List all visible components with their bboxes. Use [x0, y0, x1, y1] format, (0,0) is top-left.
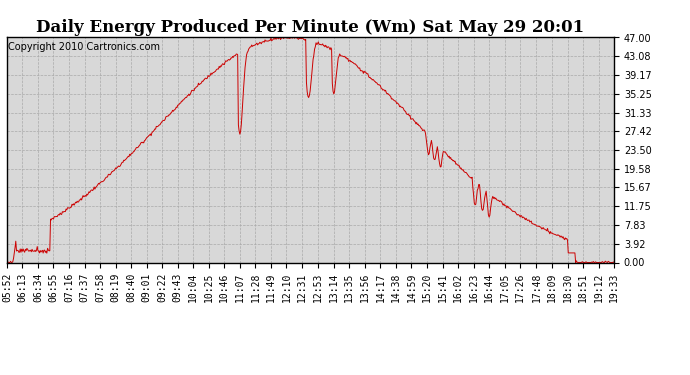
Text: Copyright 2010 Cartronics.com: Copyright 2010 Cartronics.com	[8, 42, 160, 52]
Title: Daily Energy Produced Per Minute (Wm) Sat May 29 20:01: Daily Energy Produced Per Minute (Wm) Sa…	[37, 19, 584, 36]
